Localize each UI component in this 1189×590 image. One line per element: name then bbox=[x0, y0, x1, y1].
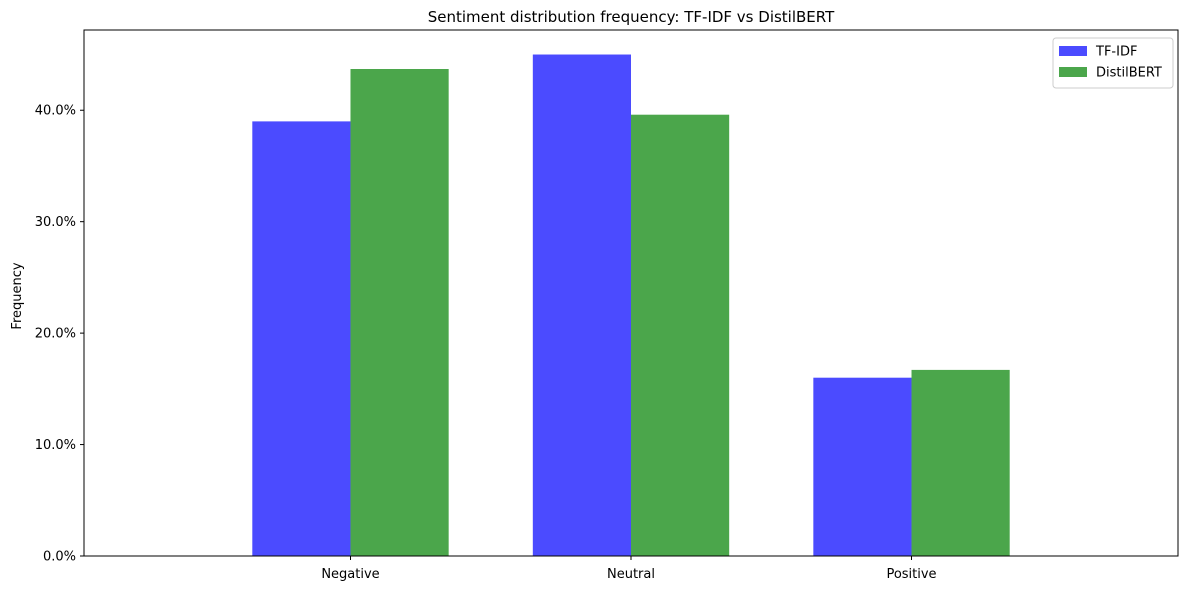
bars-group bbox=[252, 54, 1010, 557]
bar-distilbert-neutral bbox=[631, 114, 730, 556]
y-tick-label: 30.0% bbox=[35, 215, 76, 230]
bar-distilbert-positive bbox=[911, 369, 1010, 556]
legend-swatch bbox=[1059, 46, 1087, 56]
x-tick-label: Positive bbox=[886, 567, 936, 582]
legend-label: TF-IDF bbox=[1095, 45, 1137, 60]
y-ticks-group: 0.0% 10.0% 20.0% 30.0% 40.0% bbox=[35, 104, 84, 565]
legend-label: DistilBERT bbox=[1096, 66, 1162, 81]
y-tick-label: 10.0% bbox=[35, 438, 76, 453]
y-axis-label: Frequency bbox=[10, 262, 25, 329]
bar-distilbert-negative bbox=[350, 69, 449, 556]
legend: TF-IDF DistilBERT bbox=[1052, 37, 1174, 89]
bar-tf-idf-neutral bbox=[532, 54, 631, 557]
y-tick-label: 40.0% bbox=[35, 104, 76, 119]
y-tick-label: 20.0% bbox=[35, 327, 76, 342]
x-ticks-group: Negative Neutral Positive bbox=[321, 556, 937, 582]
chart-title: Sentiment distribution frequency: TF-IDF… bbox=[428, 8, 835, 26]
bar-tf-idf-negative bbox=[252, 121, 351, 557]
plot-frame bbox=[83, 29, 1179, 557]
x-tick-label: Negative bbox=[321, 567, 379, 582]
y-tick-label: 0.0% bbox=[43, 550, 76, 565]
bar-tf-idf-positive bbox=[813, 377, 912, 556]
x-tick-label: Neutral bbox=[607, 567, 655, 582]
legend-swatch bbox=[1059, 67, 1087, 77]
